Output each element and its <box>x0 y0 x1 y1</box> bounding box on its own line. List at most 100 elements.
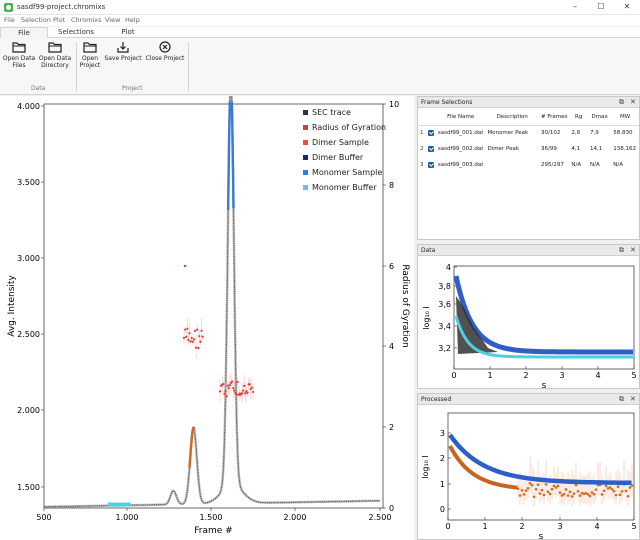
float-icon[interactable]: ⧉ <box>619 246 624 254</box>
rg-point <box>246 391 249 394</box>
table-row[interactable]: 1 sasdf99_001.dat Monomer Peak 30/102 2,… <box>418 125 639 141</box>
legend-label: Dimer Sample <box>312 138 369 147</box>
rg-point <box>236 380 239 384</box>
menu-plot[interactable]: Plot <box>53 16 66 24</box>
tab-selections[interactable]: Selections <box>58 28 94 36</box>
column-header[interactable]: File Name <box>435 109 486 126</box>
legend-marker <box>303 140 308 145</box>
y-tick-label: 3,8 <box>438 282 451 291</box>
table-row[interactable]: 3 sasdf99_003.dat 295/297 N/A N/A N/A <box>418 157 639 173</box>
table-header-row: File Name Description # Frames Rg Dmax M… <box>418 109 639 126</box>
legend-marker <box>303 110 308 115</box>
processed-point-dimer <box>582 492 586 496</box>
cell-description[interactable]: Monomer Peak <box>487 130 529 137</box>
main-plot-panel: 500 1.000 1.500 2.000 2.500 1.500 2.000 2.500 3.… <box>0 81 414 540</box>
legend-entry-monomer-buffer: Monomer Buffer <box>303 180 386 195</box>
x-tick-label: 2 <box>519 522 524 531</box>
column-header[interactable]: Description <box>485 109 540 126</box>
row-checkbox[interactable] <box>427 161 434 168</box>
cell-description[interactable]: Dimer Peak <box>487 146 520 152</box>
x-axis-label: Frame # <box>194 526 232 536</box>
cell-mw: 58.830 <box>613 130 633 137</box>
tab-file[interactable]: File <box>0 27 48 38</box>
folder-icon <box>48 42 62 53</box>
save-project-button[interactable]: Save Project <box>104 41 142 62</box>
x-tick-label: 1.500 <box>200 513 223 522</box>
processed-point-dimer <box>606 487 610 490</box>
close-icon[interactable]: ✕ <box>630 395 636 403</box>
cell-frames: 30/102 <box>541 130 561 137</box>
x-tick-label: 4 <box>595 371 600 380</box>
rg-point <box>235 393 238 396</box>
group-separator <box>188 42 189 92</box>
close-icon[interactable]: ✕ <box>630 98 636 106</box>
open-data-files-button[interactable]: Open Data Files <box>2 41 36 69</box>
y-axis-label: Avg. Intensity <box>7 275 17 337</box>
monomer-sample-segment <box>226 101 235 210</box>
tab-plot[interactable]: Plot <box>121 28 135 36</box>
data-chart[interactable]: 0 1 2 3 4 5 3,2 3,4 3,6 3,8 4 s log₁₀ I <box>418 256 639 391</box>
row-number: 1 <box>420 130 424 137</box>
cell-rg: N/A <box>571 162 582 168</box>
group-label-project: Project <box>122 85 143 92</box>
rg-point <box>232 386 235 390</box>
plot-frame <box>43 103 384 509</box>
rg-point <box>224 389 227 393</box>
y-tick-label: 4.000 <box>17 102 40 111</box>
float-icon[interactable]: ⧉ <box>619 395 624 403</box>
table-row[interactable]: 2 sasdf99_002.dat Dimer Peak 36/99 4,1 1… <box>418 141 639 157</box>
rg-point <box>184 328 187 331</box>
row-number: 3 <box>420 162 424 168</box>
processed-point-dimer <box>552 484 556 488</box>
legend-marker <box>303 155 308 160</box>
x-tick-label: 500 <box>36 513 51 522</box>
open-data-directory-button[interactable]: Open Data Directory <box>38 41 72 69</box>
legend-entry-dimer-sample: Dimer Sample <box>303 135 386 150</box>
processed-point-dimer <box>602 489 606 493</box>
close-project-button[interactable]: Close Project <box>144 41 186 62</box>
processed-point-dimer <box>518 494 522 497</box>
rg-point <box>197 346 200 350</box>
dock-title-bar: Frame Selections ⧉ ✕ <box>418 97 639 108</box>
column-header[interactable]: MW <box>611 109 639 126</box>
save-icon <box>117 42 129 53</box>
processed-point-dimer <box>570 495 574 498</box>
y2-tick-label: 6 <box>389 262 394 271</box>
menu-file[interactable]: File <box>4 16 15 24</box>
column-header[interactable]: Rg <box>569 109 589 126</box>
processed-chart[interactable]: 0 1 2 3 4 5 0 1 2 3 s log₁₀ I <box>418 405 639 540</box>
monomer-buffer-segment <box>107 502 131 507</box>
rg-point <box>182 336 186 339</box>
column-header[interactable]: Dmax <box>588 109 612 126</box>
close-icon[interactable]: ✕ <box>630 246 636 254</box>
rg-point <box>228 384 231 387</box>
menu-help[interactable]: Help <box>125 16 140 24</box>
open-project-button[interactable]: Open Project <box>78 41 102 69</box>
x-axis-label: s <box>539 532 544 539</box>
main-chart[interactable]: 500 1.000 1.500 2.000 2.500 1.500 2.000 2.500 3.… <box>0 81 414 540</box>
row-checkbox[interactable] <box>427 130 434 136</box>
menu-view[interactable]: View <box>105 16 121 24</box>
minimize-button[interactable]: – <box>573 2 577 11</box>
menu-chromixs[interactable]: Chromixs <box>71 16 102 24</box>
float-icon[interactable]: ⧉ <box>619 98 624 106</box>
column-header[interactable]: # Frames <box>539 109 570 126</box>
cell-rg: 2,8 <box>571 130 581 137</box>
menu-selection[interactable]: Selection <box>21 16 51 24</box>
ribbon: Open Data Files Open Data Directory Open… <box>0 38 640 95</box>
close-window-button[interactable]: ✕ <box>623 2 631 11</box>
processed-dock: Processed ⧉ ✕ 0 1 2 3 4 5 0 1 2 3 s log₁₀ I <box>417 393 640 540</box>
y-tick-label: 2.000 <box>17 406 40 415</box>
rg-point <box>199 340 202 343</box>
cell-frames: 295/297 <box>541 162 564 168</box>
row-checkbox[interactable] <box>427 145 434 152</box>
cell-description[interactable] <box>485 157 539 173</box>
legend-label: Monomer Buffer <box>312 183 377 192</box>
y-tick-label: 3.000 <box>17 254 40 263</box>
rg-point <box>185 335 188 338</box>
processed-point-dimer <box>560 494 564 497</box>
maximize-button[interactable]: ☐ <box>597 2 605 11</box>
processed-point-dimer <box>574 483 578 487</box>
y-axis-label: log₁₀ I <box>422 306 431 330</box>
processed-point-dimer <box>624 489 628 493</box>
